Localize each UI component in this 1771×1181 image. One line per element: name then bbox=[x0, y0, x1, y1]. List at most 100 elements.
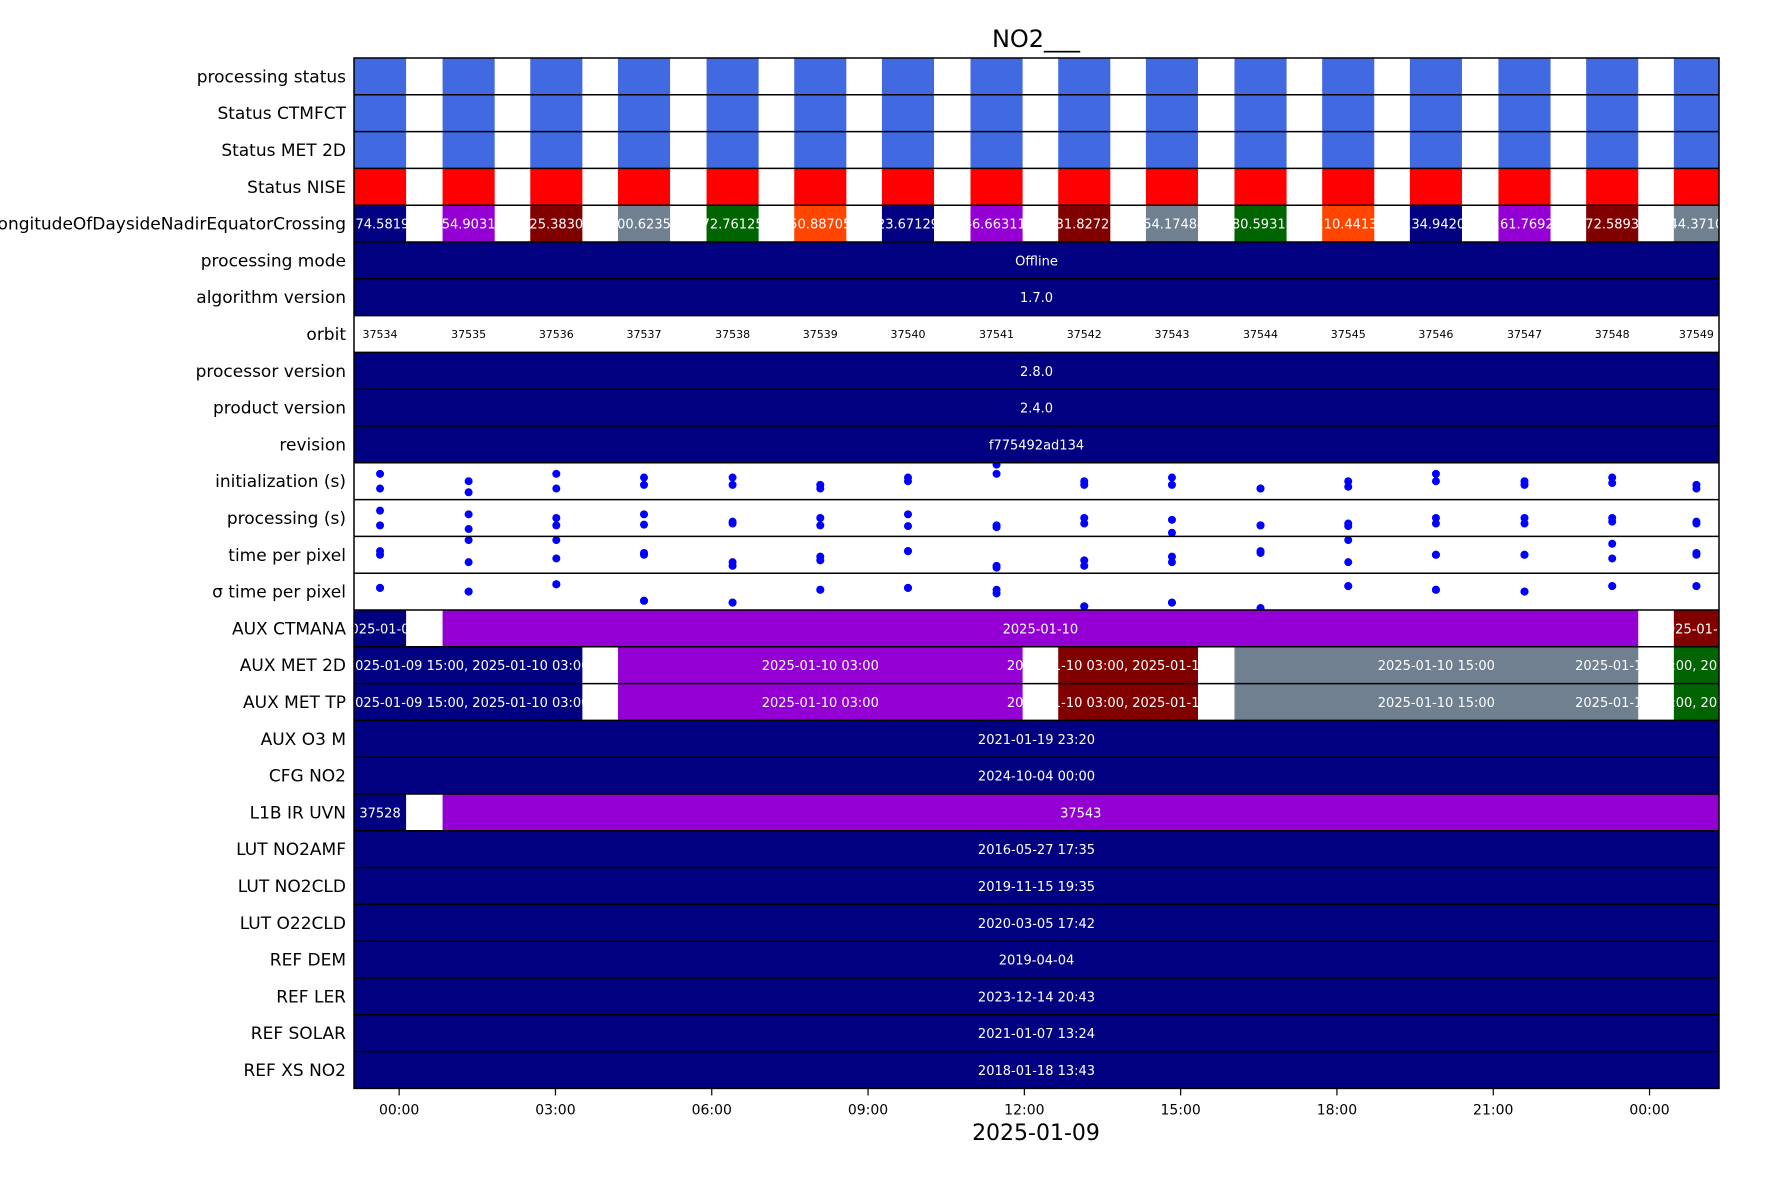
data-point bbox=[1344, 477, 1353, 486]
data-point bbox=[1167, 528, 1176, 537]
granule-cell bbox=[970, 205, 1023, 242]
segment-bar bbox=[354, 867, 1719, 905]
segment-label: Offline bbox=[1015, 254, 1058, 269]
cell-label: -134.94202 bbox=[1398, 218, 1473, 233]
data-point bbox=[376, 469, 385, 478]
data-point bbox=[1608, 473, 1617, 482]
granule-cell bbox=[442, 58, 495, 95]
chart-row: 37534 37535 37536 37537 37538 37539 37540 37541… bbox=[363, 328, 1714, 341]
orbit-label: 37535 bbox=[451, 328, 486, 341]
granule-cell bbox=[1586, 94, 1639, 132]
granule-cell bbox=[1498, 205, 1551, 242]
granule-cell bbox=[1234, 205, 1287, 242]
segment-label: 2025-01-09 15:00, 2025-01-10 03:00 bbox=[347, 696, 590, 711]
segment-label: 2016-05-27 17:35 bbox=[978, 843, 1095, 858]
data-point bbox=[1080, 519, 1089, 528]
segment-label: 2019-04-04 bbox=[999, 954, 1075, 969]
granule-cell bbox=[530, 168, 583, 206]
orbit-label: 37534 bbox=[363, 328, 398, 341]
segment-bar bbox=[354, 352, 1719, 390]
chart-row: -174.58193 154.90314 125.38303 100.62350 72.… bbox=[354, 205, 1731, 242]
chart-row: 2025-01-09 15:00, 2025-01-10 03:00 2025-0… bbox=[347, 683, 1771, 721]
data-point bbox=[1256, 484, 1265, 493]
chart-row: 1.7.0 bbox=[354, 278, 1719, 316]
chart-row: 2019-11-15 19:35 bbox=[354, 867, 1719, 905]
data-point bbox=[552, 484, 561, 493]
cell-label: 154.90314 bbox=[433, 218, 503, 233]
chart-row: 2021-01-19 23:20 bbox=[354, 720, 1719, 758]
segment-bar bbox=[442, 610, 1639, 647]
granule-cell bbox=[970, 94, 1023, 132]
row-label: processing status bbox=[197, 67, 346, 87]
row-label: REF DEM bbox=[270, 951, 346, 971]
data-point bbox=[816, 514, 825, 522]
x-tick-label: 03:00 bbox=[535, 1102, 575, 1118]
cell-label: -110.44139 bbox=[1311, 218, 1386, 233]
data-point bbox=[1344, 558, 1353, 567]
chart-row: 2020-03-05 17:42 bbox=[354, 904, 1719, 942]
data-point bbox=[1431, 585, 1440, 594]
data-point bbox=[376, 484, 385, 493]
segment-bar bbox=[1234, 683, 1639, 721]
granule-cell bbox=[1322, 58, 1375, 95]
segment-bar bbox=[354, 610, 407, 647]
segment-bar bbox=[1673, 683, 1719, 721]
data-point bbox=[464, 510, 473, 519]
row-label: time per pixel bbox=[228, 546, 346, 566]
data-point bbox=[552, 554, 561, 563]
segment-label: 2020-03-05 17:42 bbox=[978, 917, 1095, 932]
granule-cell bbox=[881, 205, 935, 242]
segment-label: 2025-01-09 bbox=[342, 622, 418, 637]
cell-label: 144.37104 bbox=[1661, 218, 1731, 233]
segment-bar bbox=[354, 978, 1719, 1015]
chart-row: 2016-05-27 17:35 bbox=[354, 830, 1719, 868]
data-point bbox=[376, 583, 385, 592]
segment-label: 2024-10-04 00:00 bbox=[978, 770, 1095, 785]
granule-cell bbox=[530, 58, 583, 95]
data-point bbox=[552, 536, 561, 545]
granule-cell bbox=[1586, 58, 1639, 95]
chart-row: f775492ad134 bbox=[354, 426, 1719, 463]
x-tick-label: 12:00 bbox=[1004, 1102, 1044, 1118]
segment-bar bbox=[354, 720, 1719, 758]
row-label: Status NISE bbox=[247, 178, 346, 198]
granule-cell bbox=[1234, 131, 1287, 169]
segment-label: 37543 bbox=[1060, 806, 1101, 821]
data-point bbox=[1167, 552, 1176, 561]
chart-row: 2.4.0 bbox=[354, 389, 1719, 426]
data-point bbox=[1344, 582, 1353, 591]
granule-cell bbox=[1145, 131, 1199, 169]
data-point bbox=[1080, 477, 1089, 486]
granule-cell bbox=[1586, 168, 1639, 206]
row-label: product version bbox=[213, 399, 346, 419]
plot-frame bbox=[353, 57, 1720, 1090]
data-point bbox=[464, 558, 473, 567]
chart-row bbox=[354, 94, 1719, 132]
segment-label: 2025-01-10 15:00, 2025-01-11 03:00 bbox=[1575, 696, 1771, 711]
orbit-label: 37539 bbox=[803, 328, 838, 341]
data-point bbox=[1608, 517, 1617, 526]
data-point bbox=[992, 521, 1001, 530]
granule-cell bbox=[1058, 94, 1111, 132]
granule-cell bbox=[881, 131, 935, 169]
data-point bbox=[1520, 477, 1529, 486]
granule-cell bbox=[1498, 168, 1551, 206]
orbit-label: 37548 bbox=[1595, 328, 1630, 341]
granule-cell bbox=[617, 168, 671, 206]
data-point bbox=[464, 488, 473, 497]
granule-cell bbox=[617, 94, 671, 132]
segment-label: 1.7.0 bbox=[1020, 291, 1053, 306]
data-point bbox=[1608, 479, 1617, 488]
row-label: LongitudeOfDaysideNadirEquatorCrossing bbox=[0, 215, 346, 235]
row-label: AUX O3 M bbox=[261, 730, 346, 750]
chart-row bbox=[376, 580, 1701, 613]
data-point bbox=[903, 547, 912, 556]
segment-label: 2025-01-10 03:00 bbox=[762, 696, 879, 711]
granule-cell bbox=[1586, 131, 1639, 169]
orbit-label: 37540 bbox=[890, 328, 925, 341]
granule-cell bbox=[794, 168, 847, 206]
segment-label: 2025-01-10 03:00, 2025-01-10 15:00 bbox=[1007, 659, 1250, 674]
granule-cell bbox=[442, 94, 495, 132]
segment-label: 2025-01-10 03:00 bbox=[762, 659, 879, 674]
row-label: LUT NO2AMF bbox=[236, 840, 346, 860]
